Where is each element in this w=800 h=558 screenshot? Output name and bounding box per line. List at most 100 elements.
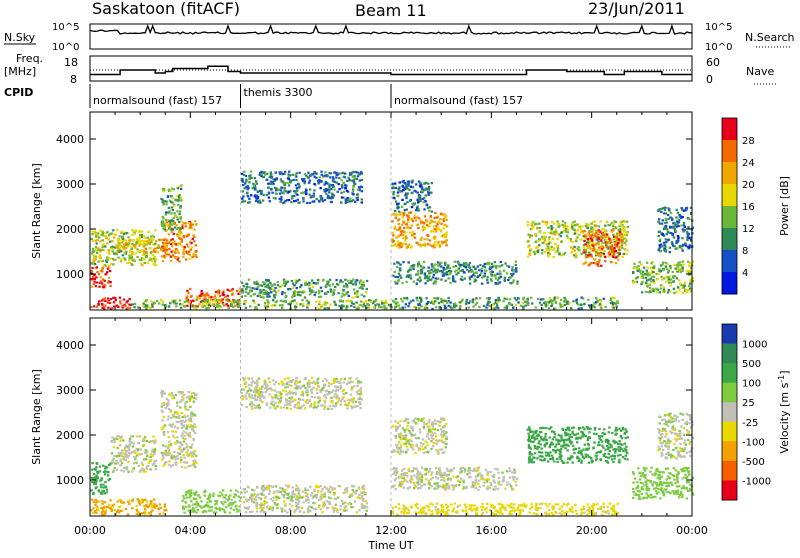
cpid-segment-label: normalsound (fast) 157 <box>93 94 222 107</box>
colorbar-tick-label: -500 <box>742 457 765 468</box>
nave-tick-top: 60 <box>706 56 720 69</box>
heatmap-blob <box>392 417 448 455</box>
colorbar-swatch <box>722 402 737 422</box>
colorbar-tick-label: 16 <box>742 202 755 213</box>
colorbar-swatch <box>722 383 737 403</box>
colorbar-swatch <box>722 324 737 344</box>
y-tick-label: 1000 <box>56 474 84 487</box>
colorbar-tick-label: -25 <box>742 418 758 429</box>
y-axis-label: Slant Range [km] <box>30 369 43 465</box>
colorbar-tick-label: -1000 <box>742 476 771 487</box>
heatmap-blob <box>391 211 448 249</box>
nave-label: Nave <box>746 65 774 78</box>
heatmap-blob <box>110 435 157 473</box>
cpid-row: CPID normalsound (fast) 157 themis 3300 no… <box>4 84 523 108</box>
colorbar-label: Velocity [m s-1] <box>777 370 792 453</box>
colorbar-swatch <box>722 228 737 251</box>
freq-tick-top: 18 <box>64 56 78 69</box>
heatmap-blob <box>392 297 619 310</box>
colorbar-tick-label: 100 <box>742 379 761 390</box>
heatmap-blob <box>160 390 197 469</box>
heatmap-blob <box>391 180 433 213</box>
heatmap-blob <box>90 498 167 516</box>
nsky-panel: N.Sky 10^5 10^0 10^5 10^0 N.Search <box>4 22 795 53</box>
x-tick-label: 00:00 <box>676 524 708 537</box>
colorbar-swatch <box>722 118 737 141</box>
heatmap-cells <box>90 377 694 516</box>
heatmap-blob <box>657 207 694 254</box>
heatmap-blob <box>241 377 364 410</box>
freq-panel: Freq. [MHz] 18 8 60 0 Nave <box>4 52 776 86</box>
y-tick-label: 2000 <box>56 223 84 236</box>
y-tick-label: 3000 <box>56 178 84 191</box>
x-tick-label: 16:00 <box>475 524 507 537</box>
colorbar-tick-label: 8 <box>742 246 748 257</box>
cpid-label: CPID <box>4 86 33 99</box>
heatmap-blob <box>90 297 132 310</box>
y-tick-label: 3000 <box>56 384 84 397</box>
x-tick-label: 04:00 <box>174 524 206 537</box>
heatmap-blob <box>241 279 369 299</box>
beam-title: Beam 11 <box>355 1 427 20</box>
colorbar-swatch <box>722 206 737 229</box>
velocity-panel: 1000 2000 3000 4000 00:00 04:00 08:00 12:00 16:0… <box>30 318 791 552</box>
nsky-label: N.Sky <box>4 31 36 44</box>
x-tick-label: 20:00 <box>576 524 608 537</box>
colorbar-swatch <box>722 422 737 442</box>
colorbar-tick-label: 500 <box>742 359 761 370</box>
colorbar-swatch <box>722 441 737 461</box>
nsky-tick-top: 10^5 <box>52 22 79 33</box>
cpid-segment-label: themis 3300 <box>244 86 313 99</box>
colorbar: 1000 500 100 25 -25 -100 -500 -1000 Velocity [m … <box>722 324 791 501</box>
nsearch-tick-bottom: 10^0 <box>705 42 732 53</box>
heatmap-blob <box>391 467 518 491</box>
freq-tick-bottom: 8 <box>70 73 77 86</box>
y-tick-label: 4000 <box>56 339 84 352</box>
heatmap-blob <box>657 413 694 460</box>
colorbar-swatch <box>722 184 737 207</box>
heatmap-blob <box>632 467 695 500</box>
colorbar-swatch <box>722 140 737 163</box>
date-title: 23/Jun/2011 <box>588 0 685 18</box>
heatmap-cells <box>90 171 694 310</box>
heatmap-blob <box>392 261 519 286</box>
heatmap-blob <box>132 299 393 310</box>
colorbar-label: Power [dB] <box>778 176 791 236</box>
freq-label: Freq. <box>16 52 43 65</box>
colorbar-tick-label: 25 <box>742 398 755 409</box>
colorbar-swatch <box>722 272 737 295</box>
heatmap-blob <box>160 184 182 231</box>
nsearch-label: N.Search <box>745 31 795 44</box>
nave-tick-bottom: 0 <box>706 73 713 86</box>
x-axis-label: Time UT <box>367 539 413 552</box>
heatmap-blob <box>632 261 695 295</box>
colorbar-tick-label: 1000 <box>742 340 767 351</box>
heatmap-blob <box>90 462 111 495</box>
heatmap-blob <box>527 426 630 464</box>
freq-unit-label: [MHz] <box>4 65 36 78</box>
x-tick-label: 12:00 <box>375 524 407 537</box>
colorbar-tick-label: 24 <box>742 158 755 169</box>
y-tick-label: 1000 <box>56 268 84 281</box>
x-tick-label: 08:00 <box>275 524 307 537</box>
nsearch-tick-top: 10^5 <box>705 22 732 33</box>
nsky-tick-bottom: 10^0 <box>52 42 79 53</box>
nsky-trace <box>90 26 692 34</box>
heatmap-blob <box>243 485 369 514</box>
y-tick-label: 2000 <box>56 429 84 442</box>
colorbar-tick-label: 28 <box>742 136 755 147</box>
cpid-segment-label: normalsound (fast) 157 <box>394 94 523 107</box>
x-tick-label: 00:00 <box>74 524 106 537</box>
heatmap-blob <box>90 265 112 288</box>
y-tick-label: 4000 <box>56 133 84 146</box>
colorbar-tick-label: -100 <box>742 437 765 448</box>
colorbar-swatch <box>722 480 737 500</box>
colorbar-tick-label: 12 <box>742 224 755 235</box>
station-title: Saskatoon (fitACF) <box>92 0 240 18</box>
heatmap-blob <box>392 503 619 516</box>
colorbar-swatch <box>722 363 737 383</box>
colorbar-tick-label: 4 <box>742 268 748 279</box>
